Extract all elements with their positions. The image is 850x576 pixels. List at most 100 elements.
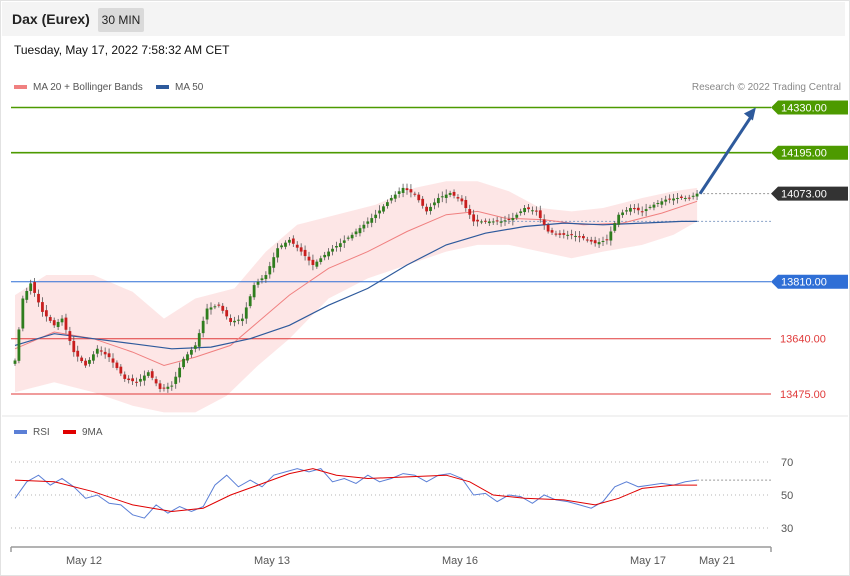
candle-body xyxy=(29,283,33,291)
candle-body xyxy=(503,220,507,222)
candle-body xyxy=(676,197,679,199)
candle-body xyxy=(436,197,440,204)
candle-body xyxy=(538,210,542,219)
ma9-legend-label: 9MA xyxy=(82,427,103,438)
candle-body xyxy=(244,307,248,319)
candle-body xyxy=(37,293,40,303)
candle-body xyxy=(656,203,660,205)
candle-body xyxy=(80,357,84,362)
candle-body xyxy=(472,214,476,222)
level-label: 14073.00 xyxy=(781,189,827,201)
candle-body xyxy=(295,244,299,248)
time-axis-labels: May 12 May 13 May 16 May 17 May 21 xyxy=(66,555,735,567)
ma20-legend-swatch xyxy=(14,85,27,89)
candle-body xyxy=(197,333,201,347)
candle-body xyxy=(448,192,452,195)
candle-body xyxy=(609,231,613,241)
candle-body xyxy=(221,305,225,311)
candle-body xyxy=(601,240,605,242)
candle-body xyxy=(354,231,358,235)
candle-body xyxy=(186,354,189,361)
candle-body xyxy=(33,282,36,293)
candle-body xyxy=(17,329,21,361)
candle-body xyxy=(444,194,448,198)
candle-body xyxy=(338,243,342,248)
candle-body xyxy=(401,187,405,193)
candle-body xyxy=(276,248,280,258)
candle-body xyxy=(358,228,362,234)
level-label: 14195.00 xyxy=(781,148,827,160)
timeframe-button[interactable]: 30 MIN xyxy=(98,8,144,32)
level-label: 13640.00 xyxy=(780,334,826,346)
candle-body xyxy=(193,345,197,349)
candle-body xyxy=(217,304,221,306)
candle-body xyxy=(272,257,276,268)
level-tag xyxy=(771,145,848,160)
candle-body xyxy=(21,298,25,329)
level-tag xyxy=(771,186,848,201)
candle-body xyxy=(280,245,283,248)
candle-body xyxy=(264,275,268,280)
candle-body xyxy=(550,230,554,233)
candle-body xyxy=(237,319,240,321)
level-label: 13475.00 xyxy=(780,389,826,401)
candle-body xyxy=(515,214,519,218)
candle-body xyxy=(660,201,664,205)
candle-body xyxy=(268,266,272,275)
rsi-tick-label: 50 xyxy=(781,490,793,502)
candle-body xyxy=(205,308,209,320)
candle-body xyxy=(162,387,166,389)
ma50-legend-swatch xyxy=(156,85,169,89)
candle-body xyxy=(574,235,577,237)
candle-body xyxy=(378,210,381,214)
credit-text: Research © 2022 Trading Central xyxy=(692,82,841,93)
candle-body xyxy=(166,386,170,389)
candle-body xyxy=(562,233,566,235)
candle-body xyxy=(695,193,699,197)
candle-body xyxy=(389,197,393,201)
rsi-tick-label: 30 xyxy=(781,523,793,535)
candle-body xyxy=(429,206,432,212)
candle-body xyxy=(409,189,413,193)
candle-body xyxy=(687,197,691,199)
candle-body xyxy=(95,348,99,354)
candle-body xyxy=(589,239,593,242)
candle-body xyxy=(546,224,550,232)
candle-body xyxy=(672,198,675,201)
candle-body xyxy=(178,367,182,378)
level-label: 14330.00 xyxy=(781,103,827,115)
candle-body xyxy=(44,310,48,317)
price-plot: 14330.00 14195.00 14073.00 13810.00 13640.00… xyxy=(11,100,848,413)
candle-body xyxy=(511,218,515,221)
candle-body xyxy=(291,238,295,244)
candle-body xyxy=(397,191,401,194)
candle-body xyxy=(41,302,44,312)
candle-body xyxy=(393,194,397,199)
candle-body xyxy=(468,209,472,215)
candle-body xyxy=(311,259,315,265)
timestamp: Tuesday, May 17, 2022 7:58:32 AM CET xyxy=(14,43,230,57)
candle-body xyxy=(127,378,131,381)
time-tick-label: May 13 xyxy=(254,555,290,567)
candle-body xyxy=(331,248,334,252)
candle-body xyxy=(233,320,236,323)
candle-body xyxy=(323,254,327,258)
candle-body xyxy=(617,214,621,225)
rsi-tick-label: 70 xyxy=(781,457,793,469)
candle-body xyxy=(417,194,421,201)
candle-body xyxy=(99,350,103,352)
candle-body xyxy=(374,214,378,219)
candle-body xyxy=(190,349,193,355)
rsi-legend-swatch xyxy=(14,430,27,434)
candle-body xyxy=(629,208,632,212)
candle-body xyxy=(88,359,91,364)
candle-body xyxy=(558,233,562,235)
candle-body xyxy=(248,296,252,307)
projection-arrow xyxy=(698,114,754,195)
candle-body xyxy=(636,207,640,211)
candle-body xyxy=(72,340,76,353)
candle-body xyxy=(350,234,354,239)
candle-body xyxy=(507,218,511,220)
